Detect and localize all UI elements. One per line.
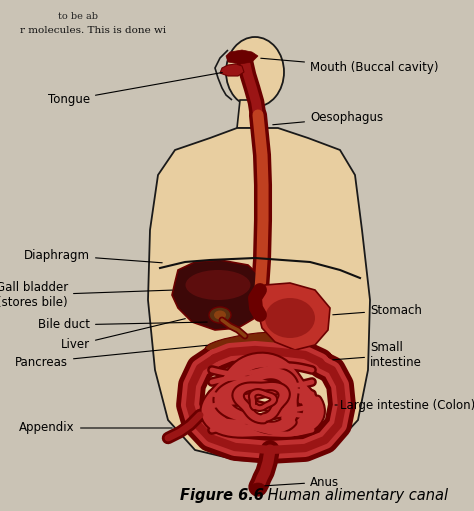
Polygon shape <box>220 64 244 76</box>
Text: Bile duct: Bile duct <box>38 318 207 332</box>
Text: Mouth (Buccal cavity): Mouth (Buccal cavity) <box>261 58 438 75</box>
Text: Pancreas: Pancreas <box>15 345 207 368</box>
Polygon shape <box>258 283 330 350</box>
Text: Tongue: Tongue <box>48 73 222 106</box>
PathPatch shape <box>148 128 370 462</box>
Text: Diaphragm: Diaphragm <box>24 248 162 263</box>
Ellipse shape <box>185 270 250 300</box>
Text: Stomach: Stomach <box>333 304 422 316</box>
Polygon shape <box>226 50 258 64</box>
Ellipse shape <box>209 307 231 323</box>
Text: Appendix: Appendix <box>19 422 172 434</box>
Ellipse shape <box>214 311 226 319</box>
Text: Oesophagus: Oesophagus <box>273 111 383 125</box>
Text: Gall bladder
(stores bile): Gall bladder (stores bile) <box>0 281 172 309</box>
Text: Human alimentary canal: Human alimentary canal <box>263 488 448 503</box>
Text: Small
intestine: Small intestine <box>333 341 422 369</box>
Ellipse shape <box>251 483 265 493</box>
Ellipse shape <box>226 37 284 107</box>
Text: Anus: Anus <box>265 476 339 489</box>
Text: to be ab: to be ab <box>58 12 98 21</box>
Ellipse shape <box>265 298 315 338</box>
Polygon shape <box>237 100 265 128</box>
Polygon shape <box>172 260 262 330</box>
Text: Large intestine (Colon): Large intestine (Colon) <box>335 399 474 411</box>
Text: Figure 6.6: Figure 6.6 <box>180 488 264 503</box>
Text: Liver: Liver <box>61 319 185 352</box>
Ellipse shape <box>205 332 294 352</box>
Text: r molecules. This is done wi: r molecules. This is done wi <box>20 26 166 35</box>
